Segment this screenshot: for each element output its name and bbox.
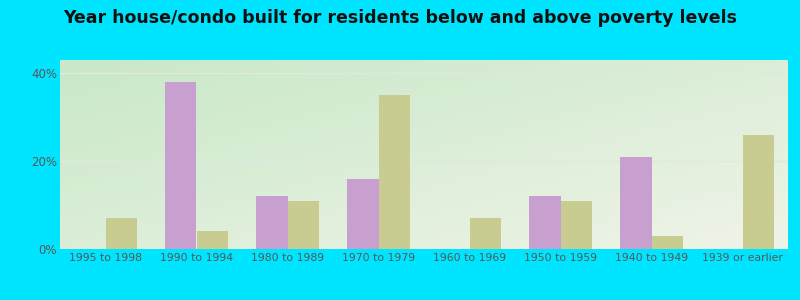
Bar (256, 196, 287, 249)
Bar (651, 236, 683, 249)
Bar (742, 135, 774, 249)
Bar (346, 179, 378, 249)
Bar (620, 157, 651, 249)
Bar (529, 196, 561, 249)
Bar (561, 201, 592, 249)
Bar (470, 218, 502, 249)
Bar (378, 95, 410, 249)
Text: Year house/condo built for residents below and above poverty levels: Year house/condo built for residents bel… (63, 9, 737, 27)
Bar (106, 218, 138, 249)
Bar (165, 82, 197, 249)
Bar (197, 231, 228, 249)
Bar (287, 201, 319, 249)
